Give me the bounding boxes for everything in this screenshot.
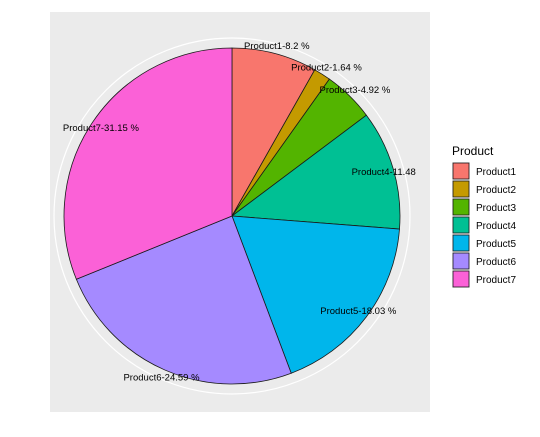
slice-label-product3: Product3-4.92 % — [320, 85, 391, 96]
pie-slices — [63, 47, 401, 385]
pie-slice-product6 — [75, 215, 292, 385]
legend-swatch-product3 — [452, 198, 470, 216]
legend-label-product6: Product6 — [476, 257, 516, 268]
pie-slice-product5 — [231, 215, 400, 374]
slice-label-product7: Product7-31.15 % — [63, 123, 140, 134]
legend-swatch-product6 — [452, 252, 470, 270]
legend: Product Product1 Product2 Product3 Product4… — [452, 144, 516, 288]
slice-labels: Product1-8.2 % Product2-1.64 % Product3-4.… — [63, 41, 416, 383]
legend-label-product5: Product5 — [476, 239, 516, 250]
slice-label-product4: Product4-11.48 — [352, 167, 416, 178]
legend-label-product4: Product4 — [476, 221, 516, 232]
slice-label-product6: Product6-24.59 % — [123, 372, 200, 383]
legend-label-product1: Product1 — [476, 167, 516, 178]
legend-label-product7: Product7 — [476, 275, 516, 286]
slice-label-product5: Product5-18.03 % — [320, 306, 397, 317]
legend-items: Product1 Product2 Product3 Product4 Product5… — [452, 162, 516, 288]
pie-slice-product7 — [63, 47, 233, 280]
legend-swatch-product4 — [452, 216, 470, 234]
legend-label-product3: Product3 — [476, 203, 516, 214]
slice-label-product2: Product2-1.64 % — [291, 63, 362, 74]
legend-swatch-product5 — [452, 234, 470, 252]
legend-swatch-product7 — [452, 270, 470, 288]
legend-title: Product — [452, 144, 494, 158]
legend-label-product2: Product2 — [476, 185, 516, 196]
legend-swatch-product2 — [452, 180, 470, 198]
legend-swatch-product1 — [452, 162, 470, 180]
slice-label-product1: Product1-8.2 % — [244, 41, 310, 52]
outer-grid-ring — [53, 37, 411, 395]
pie-slice-product1 — [231, 47, 316, 218]
pie-slice-product4 — [230, 114, 401, 230]
